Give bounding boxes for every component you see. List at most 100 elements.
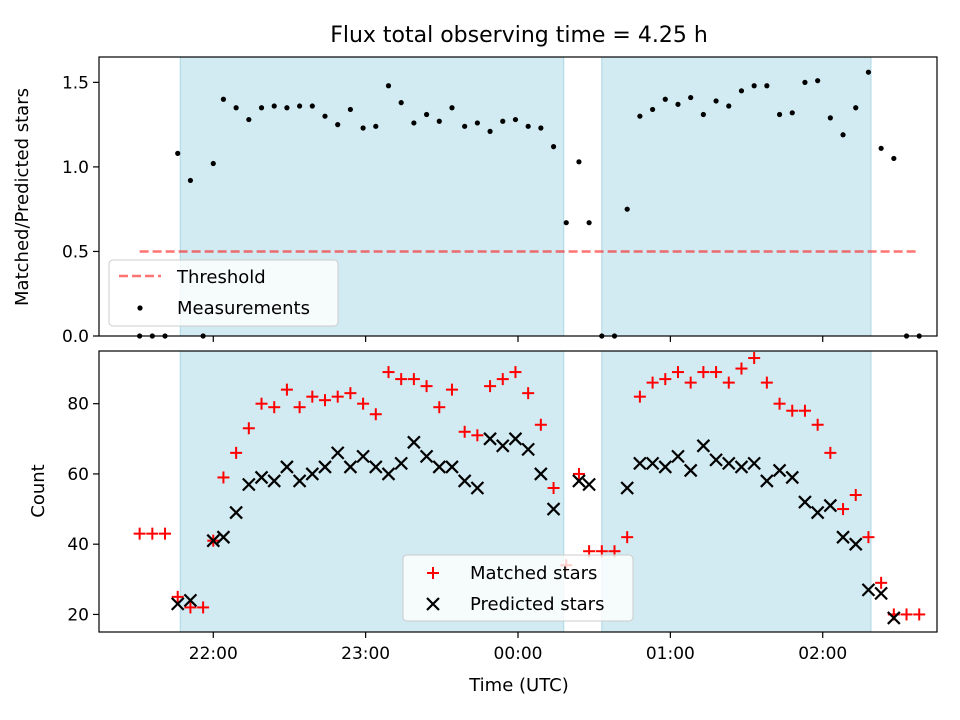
measurement-point <box>827 115 833 121</box>
matched-point <box>684 376 697 389</box>
measurement-point <box>347 106 353 113</box>
matched-point <box>572 467 585 480</box>
matched-legend-swatch <box>427 567 439 579</box>
predicted-point <box>620 481 634 495</box>
matched-point <box>420 380 433 393</box>
matched-point <box>913 608 926 621</box>
predicted-point <box>645 456 660 471</box>
matched-point <box>255 397 268 410</box>
predicted-point <box>734 460 749 474</box>
measurements-legend-swatch <box>137 305 143 311</box>
measurement-point <box>700 111 706 118</box>
predicted-point <box>572 474 586 488</box>
predicted-point <box>356 449 370 464</box>
predicted-point <box>216 530 231 544</box>
bottom-y-tick-label: 20 <box>67 605 89 625</box>
top-series-0 <box>137 69 922 339</box>
matched-point <box>811 418 824 431</box>
predicted-point <box>521 442 535 457</box>
predicted-point <box>242 477 256 492</box>
matched-point <box>875 576 888 589</box>
measurement-point <box>187 177 194 184</box>
matched-point <box>798 404 811 417</box>
predicted-point <box>407 435 421 450</box>
measurement-point <box>373 123 379 129</box>
x-tick-label: 22:00 <box>189 644 238 664</box>
measurement-point <box>258 105 265 111</box>
predicted-point <box>229 505 243 520</box>
matched-point <box>621 531 634 544</box>
measurement-point <box>462 123 468 129</box>
measurement-point <box>802 79 808 85</box>
measurement-point <box>487 128 493 134</box>
matched-point <box>382 366 395 379</box>
measurement-point <box>649 106 656 113</box>
matched-point <box>671 366 684 379</box>
matched-point <box>786 404 799 417</box>
predicted-point <box>709 453 723 467</box>
predicted-point <box>658 460 673 474</box>
measurement-point <box>233 105 239 111</box>
matched-point <box>133 527 146 540</box>
matched-legend-label: Matched stars <box>470 563 597 584</box>
predicted-point <box>760 474 774 488</box>
matched-point <box>331 390 344 403</box>
matched-point <box>773 397 786 410</box>
measurement-point <box>385 83 392 89</box>
matched-point <box>633 390 646 403</box>
bottom-legend: Matched stars Predicted stars <box>402 554 634 622</box>
predicted-point <box>798 495 812 509</box>
x-tick-label: 02:00 <box>798 644 847 664</box>
top-y-tick-label: 1.0 <box>62 158 89 178</box>
x-tick-label: 01:00 <box>646 644 695 664</box>
predicted-point <box>343 460 358 474</box>
matched-point <box>407 373 420 386</box>
matched-point <box>306 390 319 403</box>
matched-point <box>230 446 243 459</box>
predicted-point <box>887 611 901 625</box>
bottom-y-tick-label: 60 <box>67 465 89 485</box>
matched-point <box>268 401 281 414</box>
measurement-point <box>624 206 630 212</box>
measurement-point <box>563 220 569 226</box>
top-y-tick-label: 0.0 <box>62 327 89 347</box>
measurement-point <box>210 160 216 167</box>
predicted-point <box>495 439 510 453</box>
x-tick-label: 23:00 <box>341 644 390 664</box>
predicted-point <box>721 456 736 471</box>
measurement-point <box>586 220 592 226</box>
predicted-point <box>305 467 320 481</box>
measurement-point <box>500 118 506 124</box>
top-y-tick-label: 1.5 <box>62 73 89 93</box>
predicted-point <box>696 439 711 453</box>
measurement-point <box>474 120 480 126</box>
predicted-legend-swatch <box>426 597 440 611</box>
measurement-point <box>360 125 366 131</box>
matched-point <box>242 422 255 435</box>
predicted-point <box>848 537 863 551</box>
matched-point <box>484 380 497 393</box>
predicted-point <box>810 505 825 520</box>
measurement-point <box>220 96 227 102</box>
measurement-point <box>815 78 821 84</box>
top-legend: Threshold Measurements <box>108 259 339 327</box>
predicted-point <box>457 474 472 488</box>
predicted-point <box>445 460 459 474</box>
predicted-point <box>280 460 294 474</box>
measurement-point <box>688 94 694 101</box>
measurement-point <box>309 103 315 109</box>
measurement-point <box>789 110 795 116</box>
measurement-point <box>512 116 519 123</box>
measurement-point <box>891 155 897 162</box>
measurement-point <box>764 83 770 89</box>
matched-point <box>824 446 837 459</box>
bottom-y-tick-label: 40 <box>67 535 89 555</box>
matched-point <box>146 527 159 540</box>
predicted-point <box>483 432 497 446</box>
matched-point <box>760 376 773 389</box>
predicted-point <box>183 593 198 608</box>
matched-point <box>710 366 723 379</box>
matched-point <box>900 608 913 621</box>
x-axis-label: Time (UTC) <box>468 675 569 696</box>
